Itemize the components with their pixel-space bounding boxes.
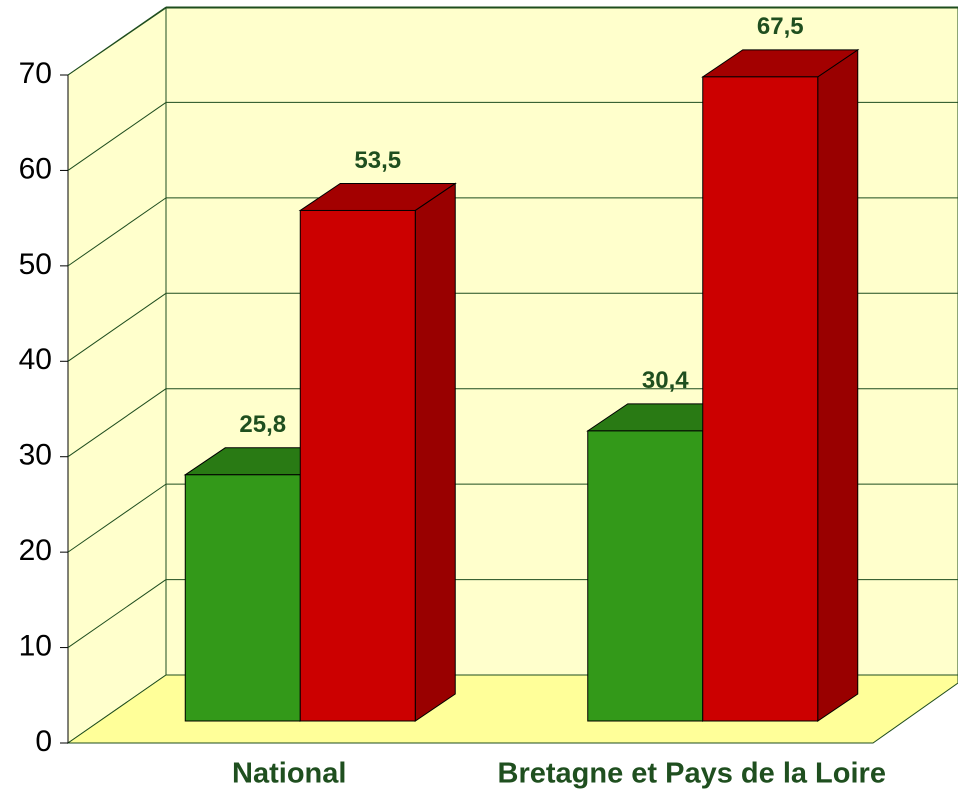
x-tick-label: Bretagne et Pays de la Loire [498,758,886,790]
grid-line [67,292,167,362]
x-tick-label: National [232,758,346,790]
grid-line [67,6,167,76]
data-label: 30,4 [642,367,689,394]
bar [702,76,819,722]
y-tick-label: 60 [19,152,52,185]
grid-line [67,579,167,648]
side-wall [67,7,167,744]
grid-line [67,483,167,553]
bar [299,209,416,722]
y-tick-label: 0 [35,725,52,758]
y-tick-label: 20 [19,534,52,567]
y-tick-label: 30 [19,439,52,472]
grid-line [67,197,167,267]
y-tick-label: 10 [19,629,52,662]
grid-line [67,102,167,171]
bar [184,474,301,722]
y-tick-label: 40 [19,343,52,376]
grid-line [67,388,167,458]
data-label: 53,5 [354,147,401,174]
y-tick-label: 50 [19,248,52,281]
y-tick-label: 70 [19,57,52,90]
bar-side [817,48,859,722]
data-label: 67,5 [757,13,804,40]
data-label: 25,8 [239,411,286,438]
bar-side [414,182,456,722]
bar [587,430,704,722]
